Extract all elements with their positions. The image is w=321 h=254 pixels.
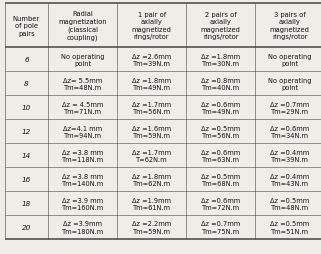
Text: Δz =0.6mm
Tm=72N.m: Δz =0.6mm Tm=72N.m: [201, 197, 240, 210]
Text: 18: 18: [22, 200, 31, 207]
Text: 12: 12: [22, 129, 31, 135]
Text: No operating
point: No operating point: [61, 54, 104, 67]
Text: Δz =1.7mm
Tm=56N.m: Δz =1.7mm Tm=56N.m: [132, 101, 171, 115]
Text: Number
of pole
pairs: Number of pole pairs: [13, 15, 40, 37]
Text: Δz =0.6mm
Tm=49N.m: Δz =0.6mm Tm=49N.m: [201, 101, 240, 115]
Text: Δz =3.8 mm
Tm=118N.m: Δz =3.8 mm Tm=118N.m: [62, 149, 104, 162]
Text: Δz =1.8mm
Tm=49N.m: Δz =1.8mm Tm=49N.m: [132, 77, 171, 91]
Text: 14: 14: [22, 153, 31, 159]
Text: Δz =0.6mm
Tm=34N.m: Δz =0.6mm Tm=34N.m: [270, 125, 309, 138]
Text: Δz =0.8mm
Tm=40N.m: Δz =0.8mm Tm=40N.m: [201, 77, 240, 91]
Text: Radial
magnetization
(classical
coupling): Radial magnetization (classical coupling…: [58, 11, 107, 41]
Text: Δz=4.1 mm
Tm=94N.m: Δz=4.1 mm Tm=94N.m: [63, 125, 102, 138]
Text: Δz =0.6mm
Tm=63N.m: Δz =0.6mm Tm=63N.m: [201, 149, 240, 162]
Text: 3 pairs of
axially
magnetized
rings/rotor: 3 pairs of axially magnetized rings/roto…: [270, 12, 310, 40]
Text: 1 pair of
axially
magnetized
rings/rotor: 1 pair of axially magnetized rings/rotor: [132, 12, 172, 40]
Text: Δz =1.8mm
Tm=62N.m: Δz =1.8mm Tm=62N.m: [132, 173, 171, 186]
Text: Δz =0.7mm
Tm=75N.m: Δz =0.7mm Tm=75N.m: [201, 221, 240, 234]
Text: Δz =0.5mm
Tm=56N.m: Δz =0.5mm Tm=56N.m: [201, 125, 240, 138]
Text: Δz =1.8mm
Tm=30N.m: Δz =1.8mm Tm=30N.m: [201, 54, 240, 67]
Text: Δz =1.7mm
T=62N.m: Δz =1.7mm T=62N.m: [132, 149, 171, 162]
Text: Δz =0.4mm
Tm=39N.m: Δz =0.4mm Tm=39N.m: [270, 149, 309, 162]
Text: Δz =0.5mm
Tm=51N.m: Δz =0.5mm Tm=51N.m: [270, 221, 309, 234]
Text: 2 pairs of
axially
magnetized
rings/rotor: 2 pairs of axially magnetized rings/roto…: [201, 12, 241, 40]
Text: Δz =0.5mm
Tm=48N.m: Δz =0.5mm Tm=48N.m: [270, 197, 309, 210]
Text: Δz =1.9mm
Tm=61N.m: Δz =1.9mm Tm=61N.m: [132, 197, 171, 210]
Text: 8: 8: [24, 81, 29, 87]
Text: Δz =3.8 mm
Tm=140N.m: Δz =3.8 mm Tm=140N.m: [62, 173, 104, 186]
Text: 20: 20: [22, 224, 31, 230]
Text: Δz =2.2mm
Tm=59N.m: Δz =2.2mm Tm=59N.m: [132, 221, 171, 234]
Text: 6: 6: [24, 57, 29, 63]
Text: Δz =2.6mm
Tm=39N.m: Δz =2.6mm Tm=39N.m: [132, 54, 171, 67]
Text: Δz =0.4mm
Tm=43N.m: Δz =0.4mm Tm=43N.m: [270, 173, 309, 186]
Text: 16: 16: [22, 177, 31, 183]
Text: Δz = 4.5mm
Tm=71N.m: Δz = 4.5mm Tm=71N.m: [62, 101, 103, 115]
Text: Δz =3.9 mm
Tm=160N.m: Δz =3.9 mm Tm=160N.m: [62, 197, 104, 210]
Text: Δz =0.5mm
Tm=68N.m: Δz =0.5mm Tm=68N.m: [201, 173, 240, 186]
Text: No operating
point: No operating point: [268, 54, 311, 67]
Text: No operating
point: No operating point: [268, 77, 311, 91]
Text: Δz =1.6mm
Tm=59N.m: Δz =1.6mm Tm=59N.m: [132, 125, 171, 138]
Text: 10: 10: [22, 105, 31, 111]
Text: Δz =3.9mm
Tm=180N.m: Δz =3.9mm Tm=180N.m: [62, 221, 104, 234]
Text: Δz =0.7mm
Tm=29N.m: Δz =0.7mm Tm=29N.m: [270, 101, 309, 115]
Text: Δz= 5.5mm
Tm=48N.m: Δz= 5.5mm Tm=48N.m: [63, 77, 102, 91]
